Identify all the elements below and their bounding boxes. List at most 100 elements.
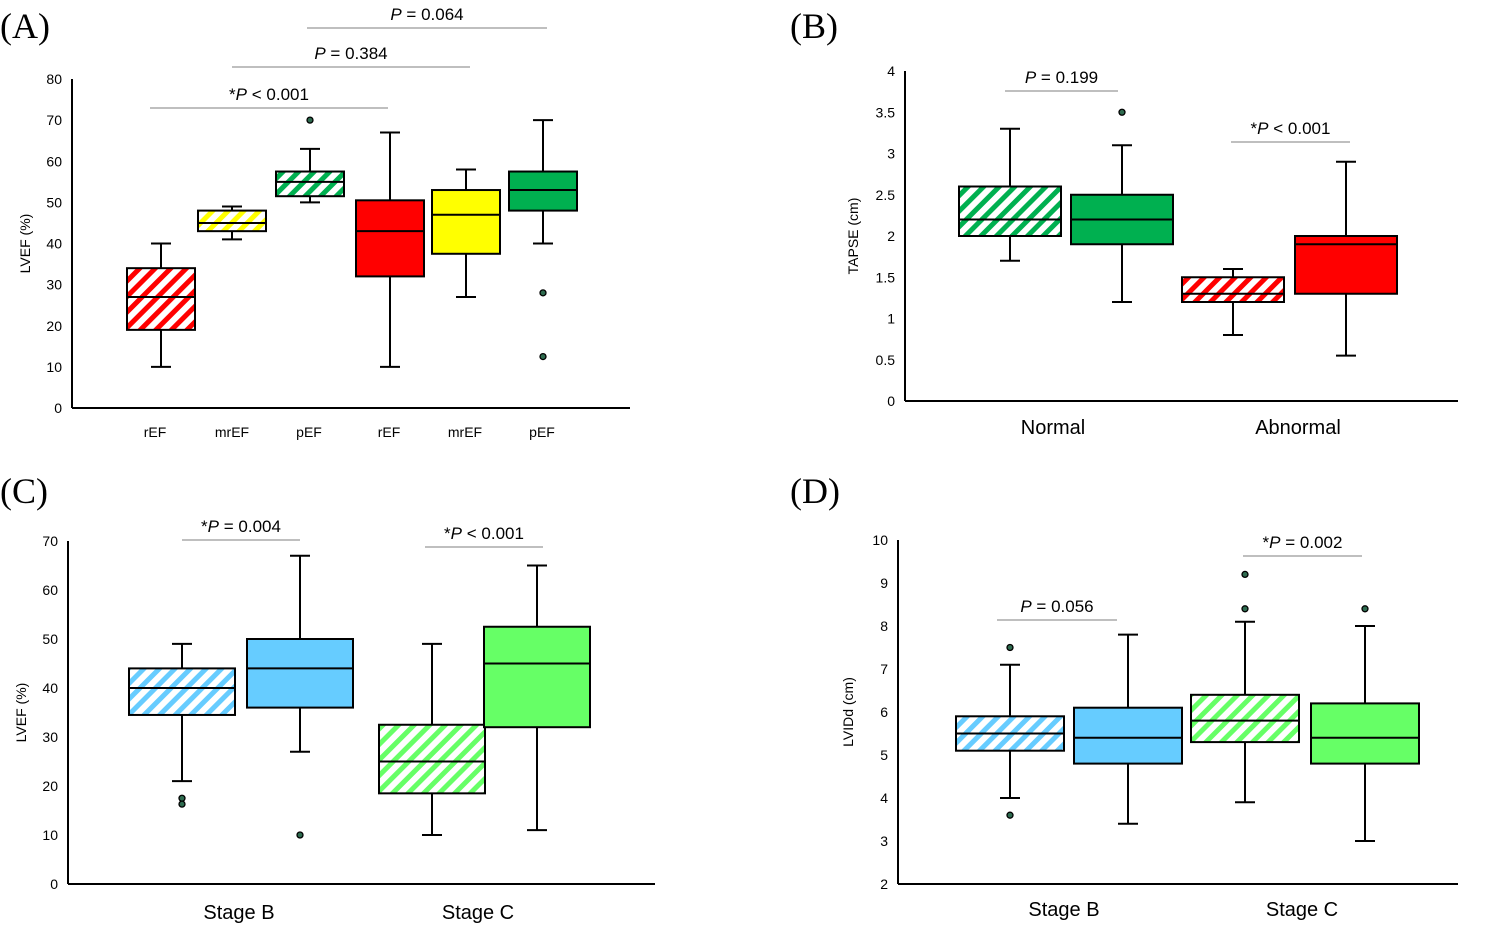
x-category-label: pEF [529,424,555,440]
y-tick-label: 0 [887,393,895,409]
y-tick-label: 5 [880,747,888,763]
box-plot [378,642,486,836]
outlier-point [1241,605,1249,613]
x-category-label: Abnormal [1255,417,1341,439]
p-value-text: < 0.001 [247,85,309,104]
y-tick-label: 7 [880,661,888,677]
y-axis-label: LVIDd (cm) [840,677,856,747]
iqr-box [128,667,236,716]
y-tick-label: 50 [42,631,58,647]
p-value-star: * [1251,119,1258,138]
p-value-label: P = 0.199 [1025,68,1098,87]
y-tick-label: 0.5 [876,352,896,368]
y-tick-label: 2.5 [876,187,896,203]
y-tick-label: 9 [880,575,888,591]
box-plot [355,131,425,368]
p-value-label: *P < 0.001 [229,85,309,104]
y-tick-label: 2 [880,876,888,892]
outlier-point [296,831,304,839]
y-axis-label: LVEF (%) [13,683,29,743]
iqr-box [197,209,267,233]
y-tick-label: 3.5 [876,104,896,120]
p-value-text: = 0.064 [402,5,464,24]
panel-b: (B) 0 0.5 1 1.5 2 2.5 3 3.5 4 TAPSE (cm) Normal Abno… [790,6,1458,439]
panel-d: (D) 2 3 4 5 6 7 8 9 10 LVIDd (cm) Stage B Stage C P =… [790,471,1458,921]
panel-label: (A) [0,6,50,46]
y-tick-label: 10 [46,359,62,375]
panel-label: (C) [0,471,48,511]
panel-c: (C) 0 10 20 30 40 50 60 70 LVEF (%) Stage B Stage C… [0,471,655,924]
p-value-label: P = 0.056 [1020,597,1093,616]
x-category-label: rEF [144,424,167,440]
iqr-box [508,170,578,212]
iqr-box [1190,693,1300,744]
x-category-label: Stage C [442,902,514,924]
x-category-label: rEF [378,424,401,440]
iqr-box [378,723,486,795]
p-value-label: *P = 0.002 [1263,533,1343,552]
p-value-p: P [208,517,220,536]
iqr-box [958,185,1062,237]
p-value-p: P [1269,533,1281,552]
p-value-p: P [451,524,463,543]
iqr-box [483,625,591,729]
y-tick-label: 1 [887,311,895,327]
iqr-box [126,267,196,331]
box-plot [1073,633,1183,825]
iqr-box [1073,706,1183,765]
y-tick-label: 0 [54,400,62,416]
p-value-text: = 0.004 [219,517,281,536]
panel-label: (B) [790,6,838,46]
outlier-point [1241,570,1249,579]
y-tick-label: 10 [872,532,888,548]
y-tick-label: 3 [887,146,895,162]
y-tick-label: 10 [42,827,58,843]
y-tick-label: 30 [42,729,58,745]
p-value-p: P [236,85,248,104]
y-tick-label: 60 [46,153,62,169]
outlier-point [178,794,186,802]
y-tick-label: 50 [46,194,62,210]
y-tick-label: 40 [42,680,58,696]
y-axis-label: LVEF (%) [17,214,33,274]
p-value-text: = 0.002 [1281,533,1343,552]
box-plot [1181,268,1285,336]
y-tick-label: 1.5 [876,269,896,285]
panel-a: (A) 0 10 20 30 40 50 60 70 80 LVEF (%) rEF mrEF pEF rE… [0,5,630,440]
box-plot [958,127,1062,262]
x-category-label: mrEF [215,424,249,440]
iqr-box [246,638,354,709]
box-plot [275,116,345,204]
y-tick-label: 3 [880,833,888,849]
y-tick-label: 2 [887,228,895,244]
x-category-label: pEF [296,424,322,440]
y-tick-label: 0 [50,876,58,892]
outlier-point [306,116,314,124]
x-category-label: Normal [1021,417,1085,439]
p-value-label: *P < 0.001 [444,524,524,543]
iqr-box [1294,235,1398,295]
p-value-label: P = 0.384 [314,44,387,63]
iqr-box [355,199,425,278]
p-value-text: < 0.001 [462,524,524,543]
y-tick-label: 4 [880,790,888,806]
p-value-text: = 0.199 [1036,68,1098,87]
box-plot [955,643,1065,819]
box-plot [1190,570,1300,804]
box-plot [1294,160,1398,357]
iqr-box [1310,702,1420,765]
x-category-label: mrEF [448,424,482,440]
p-value-star: * [444,524,451,543]
y-tick-label: 70 [42,533,58,549]
outlier-point [178,800,186,808]
box-plot [197,205,267,241]
iqr-box [431,189,501,255]
p-value-p: P [314,44,326,63]
box-plot [1310,605,1420,842]
p-value-p: P [1025,68,1037,87]
box-plot [128,642,236,808]
p-value-star: * [229,85,236,104]
x-category-label: Stage B [1028,899,1099,921]
box-plot [1070,108,1174,303]
box-plot [246,554,354,839]
